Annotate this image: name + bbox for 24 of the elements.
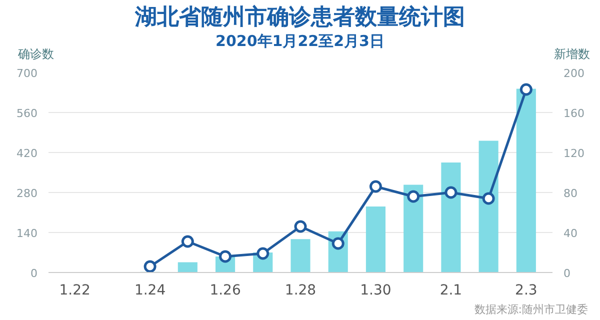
y-axis-title: 确诊数 bbox=[18, 46, 54, 63]
y2-tick-label: 0 bbox=[564, 267, 570, 280]
source-note: 数据来源:随州市卫健委 bbox=[474, 302, 588, 318]
x-tick-label: 2.3 bbox=[515, 282, 538, 298]
y2-tick-label: 40 bbox=[564, 227, 578, 240]
y-tick-label: 700 bbox=[16, 67, 38, 80]
x-tick-label: 1.24 bbox=[134, 282, 166, 298]
y-tick-label: 420 bbox=[16, 147, 38, 160]
chart-subtitle: 2020年1月22至2月3日 bbox=[216, 32, 384, 50]
chart-title: 湖北省随州市确诊患者数量统计图 bbox=[134, 4, 466, 32]
x-tick-label: 1.22 bbox=[59, 282, 90, 298]
y2-tick-label: 80 bbox=[564, 187, 578, 200]
y2-tick-label: 200 bbox=[564, 67, 584, 80]
y2-tick-label: 120 bbox=[564, 147, 584, 160]
y-tick-label: 280 bbox=[16, 187, 38, 200]
y2-tick-label: 160 bbox=[564, 107, 584, 120]
y-tick-label: 0 bbox=[30, 267, 38, 280]
x-tick-label: 1.28 bbox=[284, 282, 316, 298]
x-tick-label: 1.30 bbox=[360, 282, 392, 298]
y-tick-label: 140 bbox=[16, 227, 38, 240]
x-tick-label: 2.1 bbox=[440, 282, 462, 298]
y2-axis-title: 新增数 bbox=[554, 46, 590, 63]
y-tick-label: 560 bbox=[16, 107, 38, 120]
x-tick-label: 1.26 bbox=[210, 282, 241, 298]
